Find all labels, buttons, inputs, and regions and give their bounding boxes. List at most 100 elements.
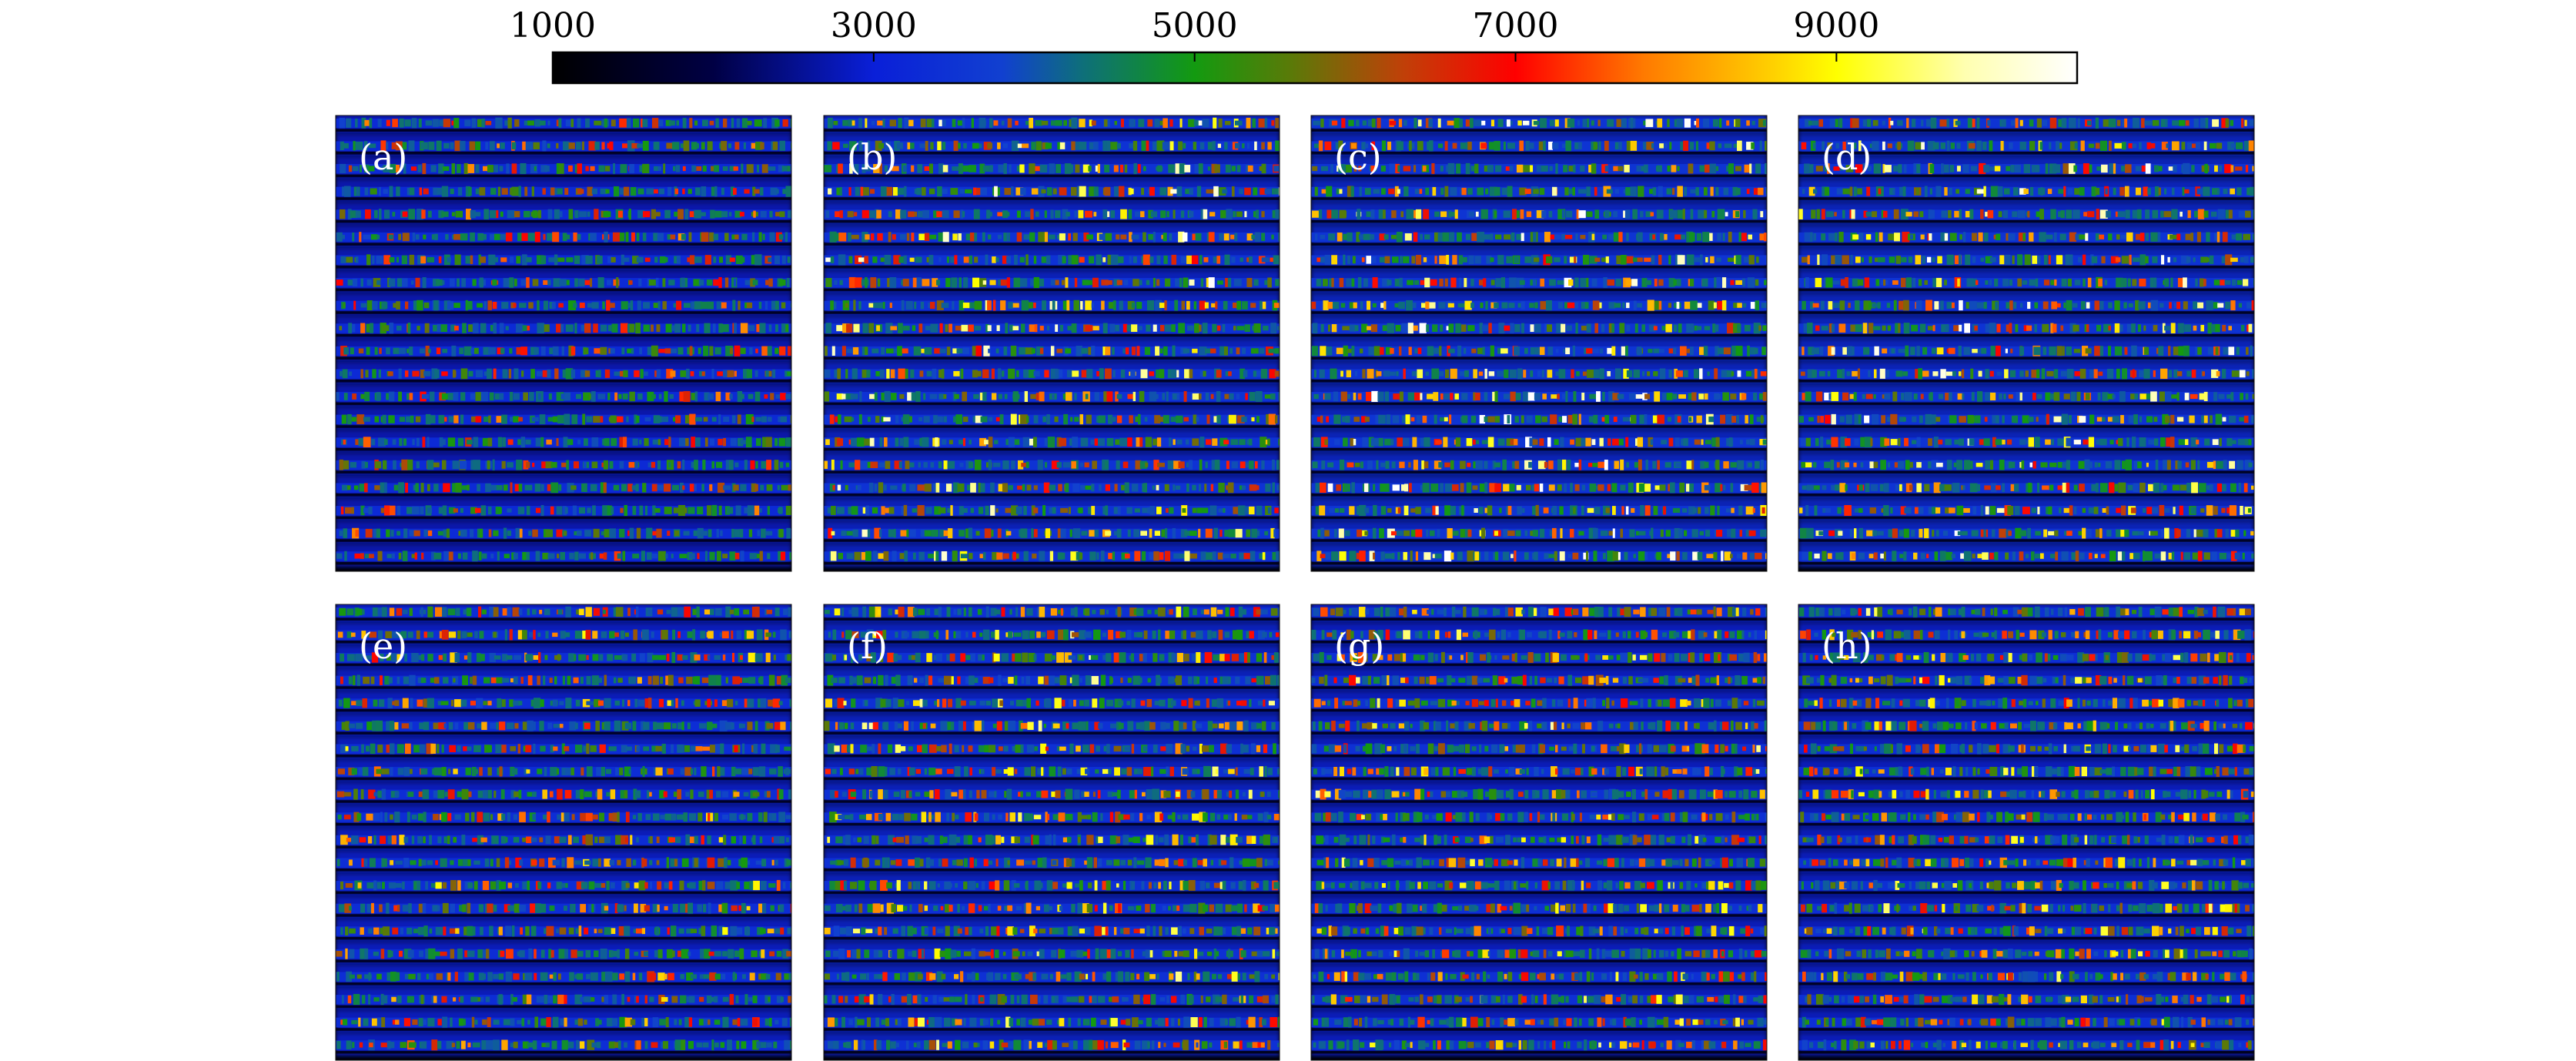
intensity-stripe [1311, 430, 1767, 454]
heatmap-panel: (a) [335, 115, 792, 572]
panel-label: (f) [847, 625, 888, 667]
intensity-stripe [1311, 919, 1767, 942]
intensity-stripe [824, 668, 1280, 691]
colorbar-tick-label: 1000 [510, 6, 596, 45]
intensity-stripe [1311, 202, 1767, 226]
intensity-stripe [336, 475, 791, 499]
intensity-stripe [1311, 873, 1767, 896]
intensity-stripe [824, 430, 1280, 454]
intensity-stripe [824, 384, 1280, 407]
intensity-stripe [1311, 520, 1767, 544]
intensity-stripe [824, 919, 1280, 942]
intensity-stripe [336, 339, 791, 362]
intensity-stripe [336, 361, 791, 385]
intensity-stripe [336, 115, 791, 134]
colorbar-gradient-bar [551, 51, 2079, 85]
intensity-stripe [1311, 805, 1767, 828]
intensity-stripe [1311, 668, 1767, 691]
colorbar-ticks: 1000 3000 5000 7000 9000 [510, 6, 1879, 62]
intensity-stripe [336, 942, 791, 965]
intensity-stripe [1798, 645, 2254, 668]
intensity-stripe [1311, 475, 1767, 499]
intensity-stripe [1311, 156, 1767, 179]
intensity-stripe [824, 361, 1280, 385]
intensity-stripe [1798, 895, 2254, 919]
intensity-stripe [1311, 895, 1767, 919]
intensity-stripe [336, 1009, 791, 1033]
intensity-stripe [824, 805, 1280, 828]
intensity-stripe [1798, 782, 2254, 805]
intensity-stripe [336, 498, 791, 521]
intensity-stripe [824, 604, 1280, 623]
intensity-stripe [336, 179, 791, 202]
intensity-stripe [824, 942, 1280, 965]
intensity-stripe [1798, 361, 2254, 385]
intensity-stripe [1798, 202, 2254, 226]
intensity-stripe [1798, 225, 2254, 248]
intensity-stripe [1798, 339, 2254, 362]
panel-frame [335, 115, 792, 572]
intensity-stripe [336, 1033, 791, 1056]
intensity-stripe [336, 270, 791, 293]
panel-label: (b) [847, 136, 897, 178]
intensity-stripe [1311, 179, 1767, 202]
intensity-stripe [1311, 133, 1767, 157]
panel-label: (c) [1334, 136, 1382, 178]
intensity-stripe [1798, 293, 2254, 316]
intensity-stripe [1311, 850, 1767, 874]
intensity-stripe [824, 714, 1280, 737]
intensity-stripe [1798, 964, 2254, 988]
intensity-stripe [824, 156, 1280, 179]
intensity-stripe [336, 604, 791, 623]
intensity-stripe [824, 1033, 1280, 1056]
intensity-stripe [824, 316, 1280, 340]
panel-frame [335, 604, 792, 1061]
intensity-stripe [824, 782, 1280, 805]
intensity-stripe [336, 736, 791, 760]
intensity-stripe [1798, 987, 2254, 1010]
panel-label: (g) [1334, 625, 1384, 667]
intensity-stripe [1798, 942, 2254, 965]
intensity-stripe [1311, 225, 1767, 248]
intensity-stripe [336, 759, 791, 782]
panel-label: (e) [359, 625, 407, 667]
intensity-stripe [336, 964, 791, 988]
intensity-stripe [1798, 407, 2254, 430]
intensity-stripe [1311, 316, 1767, 340]
intensity-stripe [824, 115, 1280, 134]
intensity-stripe [1311, 339, 1767, 362]
panel-frame [1310, 604, 1768, 1061]
heatmap-panel: (g) [1310, 604, 1768, 1061]
intensity-stripe [336, 987, 791, 1010]
intensity-stripe [336, 156, 791, 179]
intensity-stripe [1798, 544, 2254, 567]
intensity-stripe [336, 622, 791, 646]
intensity-stripe [824, 453, 1280, 476]
intensity-stripe [1311, 498, 1767, 521]
intensity-stripe [336, 782, 791, 805]
intensity-stripe [1798, 736, 2254, 760]
intensity-stripe [336, 293, 791, 316]
intensity-stripe [824, 270, 1280, 293]
intensity-stripe [1798, 156, 2254, 179]
intensity-stripe [824, 645, 1280, 668]
intensity-stripe [1311, 361, 1767, 385]
intensity-stripe [336, 544, 791, 567]
intensity-stripe [1311, 736, 1767, 760]
heatmap-panel: (b) [823, 115, 1280, 572]
intensity-stripe [336, 247, 791, 271]
colorbar-tick-label: 5000 [1152, 6, 1238, 45]
intensity-stripe [824, 225, 1280, 248]
heatmap-panel: (c) [1310, 115, 1768, 572]
intensity-stripe [824, 1009, 1280, 1033]
intensity-stripe [824, 873, 1280, 896]
panel-frame [1798, 604, 2255, 1061]
intensity-stripe [1311, 1033, 1767, 1056]
intensity-stripe [824, 293, 1280, 316]
intensity-stripe [1798, 179, 2254, 202]
intensity-stripe [824, 407, 1280, 430]
colorbar-tick-label: 3000 [831, 6, 917, 45]
intensity-stripe [824, 759, 1280, 782]
heatmap-panel: (h) [1798, 604, 2255, 1061]
